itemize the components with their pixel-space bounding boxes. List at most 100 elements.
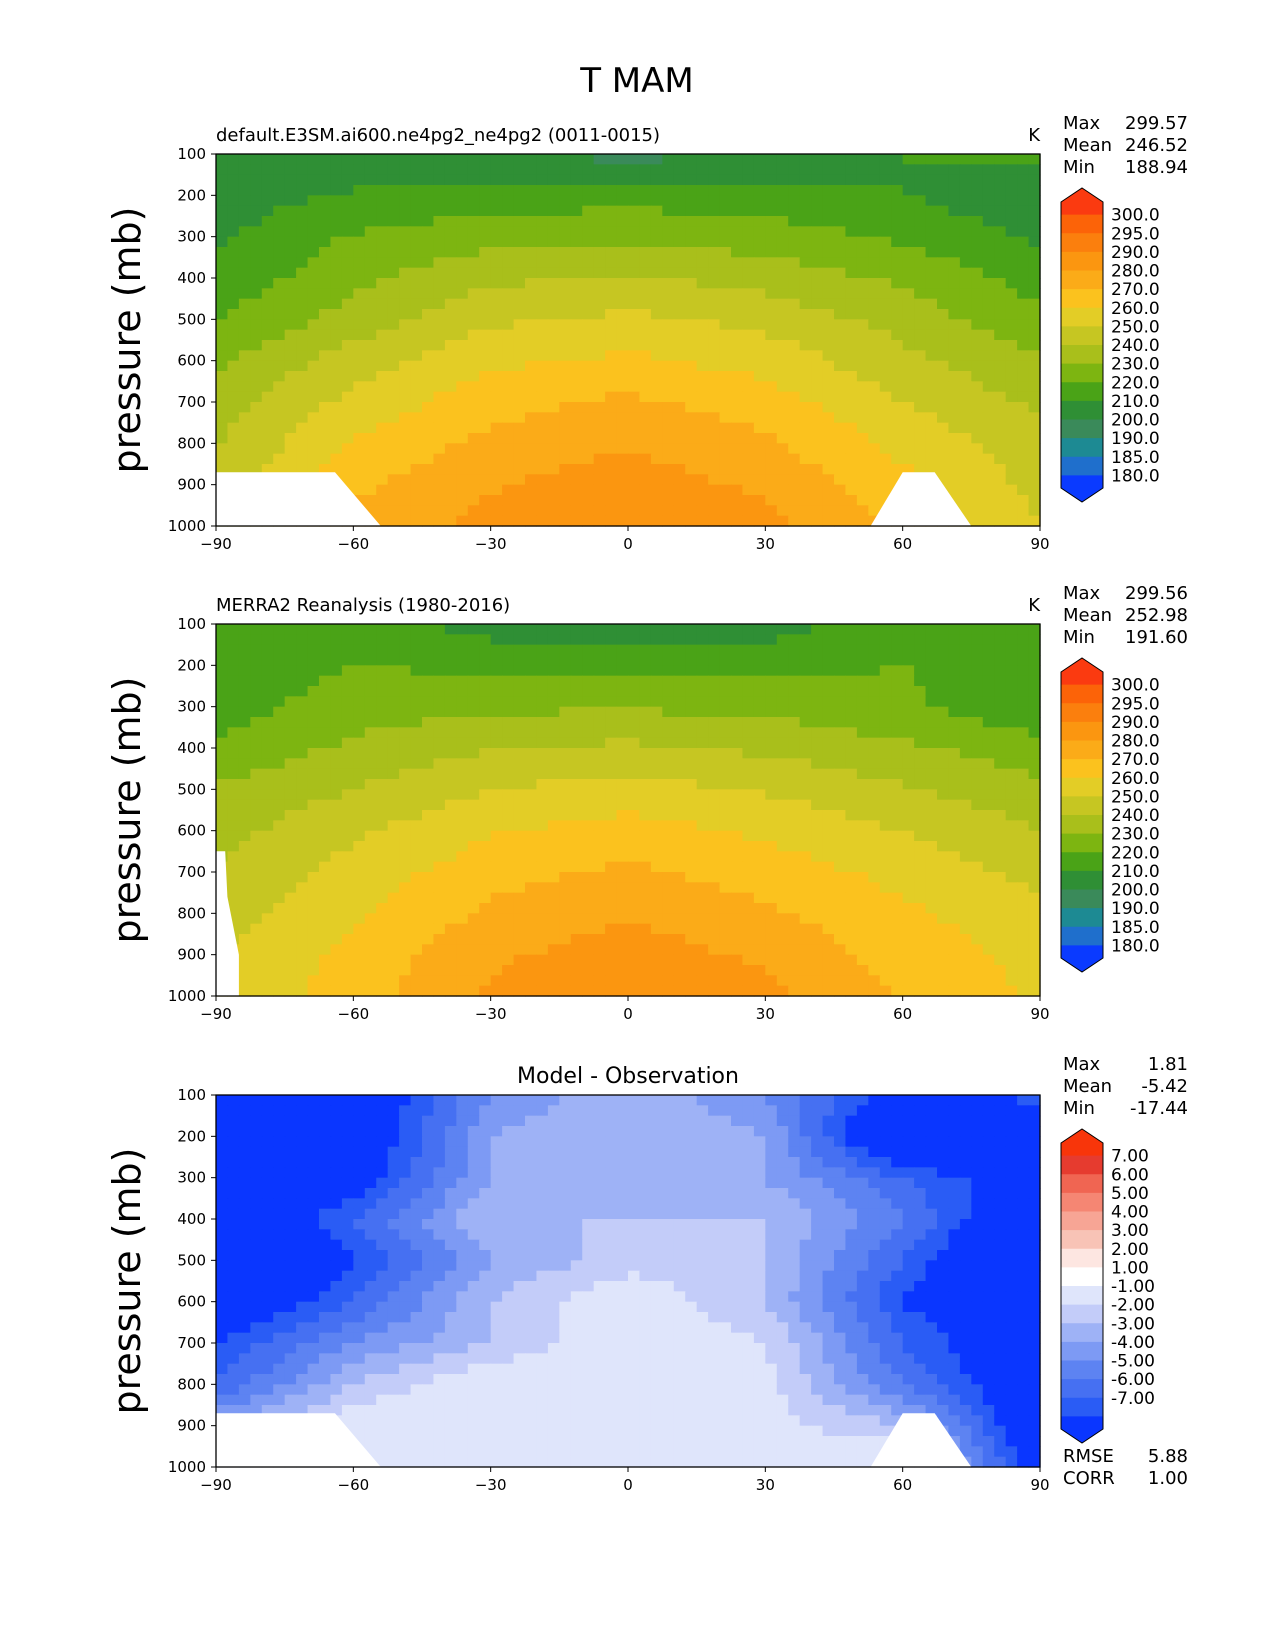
y-tick-label: 1000 (168, 987, 206, 1005)
colorbar-label: 2.00 (1111, 1240, 1149, 1260)
colorbar-label: 4.00 (1111, 1203, 1149, 1223)
y-tick-label: 300 (177, 698, 206, 716)
colorbar-label: 290.0 (1111, 243, 1160, 263)
x-tick-label: −30 (475, 1476, 507, 1494)
x-tick-label: 30 (756, 535, 775, 553)
colorbar-segment (1061, 1248, 1103, 1268)
colorbar-label: 300.0 (1111, 206, 1160, 226)
colorbar-label: -2.00 (1111, 1296, 1155, 1316)
stat-label: Max (1063, 113, 1101, 134)
colorbar-label: 3.00 (1111, 1221, 1149, 1241)
x-tick-label: 60 (893, 1005, 912, 1023)
colorbar-label: 210.0 (1111, 862, 1160, 882)
colorbar-label: 280.0 (1111, 262, 1160, 282)
y-tick-label: 100 (177, 615, 206, 633)
x-tick-label: 0 (623, 1476, 633, 1494)
colorbar-segment (1061, 740, 1103, 760)
y-tick-label: 900 (177, 476, 206, 494)
x-tick-label: −60 (338, 1005, 370, 1023)
colorbar-segment (1061, 1230, 1103, 1250)
y-axis-label: pressure (mb) (105, 206, 149, 473)
colorbar-segment (1061, 721, 1103, 742)
x-tick-label: 0 (623, 1005, 633, 1023)
units-label: K (1028, 595, 1041, 616)
y-tick-label: 700 (177, 863, 206, 881)
colorbar-segment (1061, 289, 1103, 309)
x-tick-label: 90 (1030, 1476, 1049, 1494)
colorbar-segment (1061, 363, 1103, 383)
y-tick-label: 200 (177, 186, 206, 204)
stat-value: 252.98 (1125, 605, 1188, 626)
y-tick-label: 800 (177, 434, 206, 452)
colorbar-segment (1061, 908, 1103, 928)
colorbar-segment (1061, 1304, 1103, 1324)
colorbar-segment (1061, 945, 1103, 972)
x-tick-label: 90 (1030, 535, 1049, 553)
x-tick-label: 90 (1030, 1005, 1049, 1023)
y-tick-label: 500 (177, 310, 206, 328)
y-tick-label: 400 (177, 739, 206, 757)
x-tick-label: 30 (756, 1476, 775, 1494)
units-label: K (1028, 125, 1041, 146)
colorbar-label: 7.00 (1111, 1147, 1149, 1167)
y-tick-label: 900 (177, 946, 206, 964)
colorbar-segment (1061, 1267, 1103, 1287)
missing-data-region (870, 1413, 972, 1467)
stat-label: RMSE (1063, 1446, 1114, 1467)
colorbar-segment (1061, 1323, 1103, 1343)
y-tick-label: 700 (177, 393, 206, 411)
colorbar-label: 5.00 (1111, 1184, 1149, 1204)
colorbar-label: 185.0 (1111, 448, 1160, 468)
x-tick-label: −90 (200, 1005, 232, 1023)
colorbar-segment (1061, 382, 1103, 402)
y-tick-label: 1000 (168, 1458, 206, 1476)
colorbar-segment (1061, 1192, 1103, 1213)
colorbar-segment (1061, 345, 1103, 365)
stat-label: Min (1063, 1098, 1095, 1119)
colorbar: 300.0295.0290.0280.0270.0260.0250.0240.0… (1060, 187, 1160, 503)
colorbar-segment (1061, 703, 1103, 723)
panel-title: MERRA2 Reanalysis (1980-2016) (216, 595, 510, 616)
colorbar-segment (1061, 889, 1103, 909)
colorbar-label: 260.0 (1111, 299, 1160, 319)
y-tick-label: 200 (177, 1127, 206, 1145)
colorbar: 7.006.005.004.003.002.001.00-1.00-2.00-3… (1060, 1128, 1155, 1444)
stat-label: Max (1063, 583, 1101, 604)
y-tick-label: 800 (177, 904, 206, 922)
colorbar-segment (1061, 419, 1103, 439)
colorbar-segment (1061, 1360, 1103, 1380)
colorbar-label: 250.0 (1111, 317, 1160, 337)
stat-value: 5.88 (1148, 1446, 1188, 1467)
colorbar-segment (1061, 270, 1103, 290)
colorbar-segment (1061, 307, 1103, 327)
colorbar-segment (1061, 777, 1103, 797)
colorbar-label: 295.0 (1111, 694, 1160, 714)
x-tick-label: 30 (756, 1005, 775, 1023)
colorbar-segment (1061, 684, 1103, 704)
stat-label: CORR (1063, 1468, 1115, 1489)
y-tick-label: 100 (177, 145, 206, 163)
colorbar-label: -5.00 (1111, 1352, 1155, 1372)
colorbar-label: 1.00 (1111, 1258, 1149, 1278)
colorbar-segment (1061, 852, 1103, 872)
colorbar-label: 230.0 (1111, 355, 1160, 375)
contour-field (216, 154, 1041, 527)
missing-data-region (216, 472, 381, 526)
colorbar-segment (1061, 475, 1103, 502)
colorbar-label: 220.0 (1111, 843, 1160, 863)
colorbar-segment (1061, 438, 1103, 458)
colorbar-segment (1061, 400, 1103, 421)
colorbar-outline (1060, 1128, 1104, 1444)
y-tick-label: 400 (177, 269, 206, 287)
colorbar-segment (1061, 1341, 1103, 1362)
stat-label: Mean (1063, 1076, 1112, 1097)
colorbar-segment (1061, 214, 1103, 234)
colorbar-segment (1061, 1416, 1103, 1443)
colorbar-label: 200.0 (1111, 411, 1160, 431)
colorbar-segment (1061, 815, 1103, 835)
y-tick-label: 200 (177, 656, 206, 674)
contour-field (216, 624, 1041, 997)
colorbar-segment (1061, 1174, 1103, 1194)
